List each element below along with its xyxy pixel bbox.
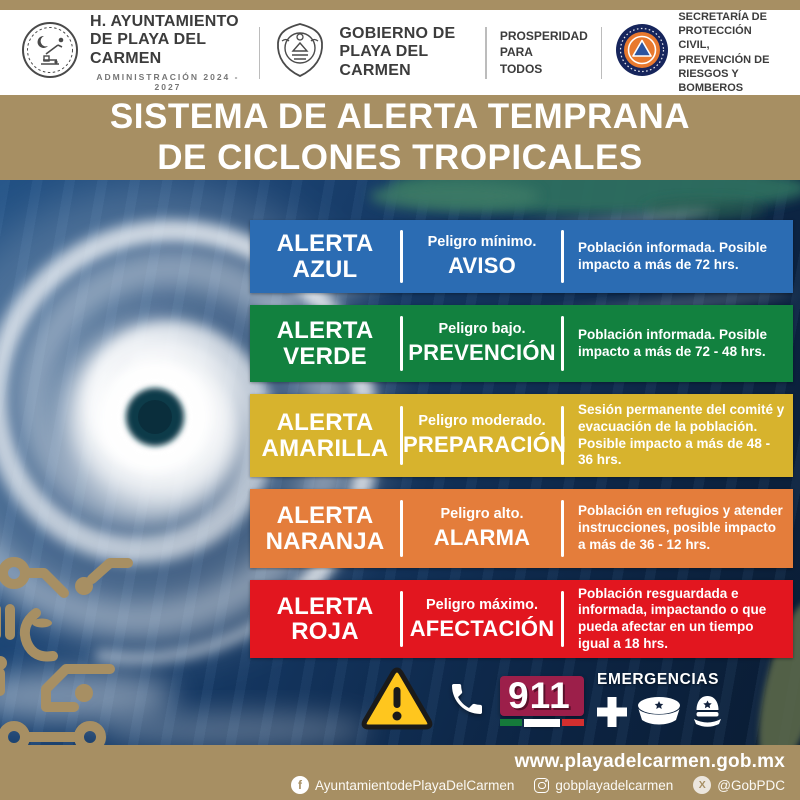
facebook-icon: f (291, 776, 310, 794)
alert-name: ALERTA AZUL (276, 230, 374, 283)
alert-row-verde: ALERTA VERDE Peligro bajo. PREVENCIÓN Po… (250, 305, 793, 382)
alert-description: Población en refugios y atender instrucc… (578, 503, 783, 552)
alert-divider (561, 500, 564, 557)
alert-danger: Peligro bajo. (438, 321, 526, 337)
alert-action: ALARMA (433, 525, 531, 550)
city-crest-icon (273, 21, 327, 84)
alert-divider (400, 590, 403, 648)
website-url[interactable]: www.playadelcarmen.gob.mx (514, 751, 785, 772)
alert-row-naranja: ALERTA NARANJA Peligro alto. ALARMA Pobl… (250, 489, 793, 568)
alert-divider (400, 500, 403, 557)
alert-divider (561, 315, 564, 372)
emergencias-label: EMERGENCIAS (597, 670, 720, 688)
instagram-handle: gobplayadelcarmen (555, 777, 674, 793)
hurricane-illustration (0, 180, 800, 745)
phone-icon (447, 679, 487, 724)
alert-action: PREVENCIÓN (408, 340, 556, 365)
alert-row-roja: ALERTA ROJA Peligro máximo. AFECTACIÓN P… (250, 580, 793, 658)
header-divider (485, 26, 487, 79)
firefighter-helmet-icon (691, 695, 724, 734)
alert-name: ALERTA ROJA (276, 592, 374, 645)
motto-text: PROSPERIDAD PARA TODOS (499, 29, 588, 76)
alert-row-amarilla: ALERTA AMARILLA Peligro moderado. PREPAR… (250, 394, 793, 477)
alert-divider (400, 230, 403, 283)
alert-description: Población informada. Posible impacto a m… (578, 239, 768, 272)
header-divider (258, 26, 261, 79)
alert-danger: Peligro mínimo. (427, 234, 537, 250)
alert-description: Sesión permanente del comité y evacuació… (578, 402, 785, 468)
civil-protection-group: SECRETARÍA DE PROTECCIÓN CIVIL, PREVENCI… (615, 10, 780, 96)
police-cap-icon (636, 696, 682, 732)
alert-row-azul: ALERTA AZUL Peligro mínimo. AVISO Poblac… (250, 220, 793, 293)
alert-action: PREPARACIÓN (403, 432, 567, 457)
warning-triangle-icon (360, 665, 434, 738)
alert-divider (561, 590, 564, 648)
instagram-icon (534, 777, 550, 793)
page-title: SISTEMA DE ALERTA TEMPRANA DE CICLONES T… (109, 97, 691, 177)
alert-danger: Peligro máximo. (425, 596, 538, 613)
government-name: GOBIERNO DE PLAYA DEL CARMEN (339, 24, 456, 79)
header-band: H. AYUNTAMIENTO DE PLAYA DEL CARMEN ADMI… (0, 10, 800, 95)
facebook-link[interactable]: f AyuntamientodePlayaDelCarmen (291, 776, 514, 794)
emergency-number: 911 (508, 674, 571, 716)
municipal-seal-icon (20, 20, 80, 85)
alert-divider (400, 315, 403, 372)
mexican-flag-stripe (500, 718, 584, 727)
alert-divider (400, 405, 403, 466)
x-link[interactable]: X @GobPDC (693, 776, 785, 794)
government-logo-group: GOBIERNO DE PLAYA DEL CARMEN (273, 21, 472, 84)
title-band: SISTEMA DE ALERTA TEMPRANA DE CICLONES T… (0, 95, 800, 180)
alert-divider (561, 230, 564, 283)
x-handle: @GobPDC (717, 777, 785, 793)
emergency-strip: 911 EMERGENCIAS (360, 666, 724, 736)
footer-band: www.playadelcarmen.gob.mx f Ayuntamiento… (0, 745, 800, 800)
alert-danger: Peligro alto. (440, 506, 524, 522)
emergency-number-badge: 911 (500, 674, 584, 727)
plus-icon (597, 696, 627, 732)
alert-name: ALERTA AMARILLA (261, 409, 389, 462)
alert-divider (561, 405, 564, 466)
alert-description: Población informada. Posible impacto a m… (578, 326, 768, 359)
alert-name: ALERTA NARANJA (265, 502, 385, 555)
header-divider (600, 26, 603, 79)
municipality-logo-group: H. AYUNTAMIENTO DE PLAYA DEL CARMEN ADMI… (20, 13, 246, 92)
alert-description: Población resguardada e informada, impac… (578, 585, 767, 651)
facebook-handle: AyuntamientodePlayaDelCarmen (315, 777, 515, 793)
civil-protection-logo-icon (615, 23, 669, 82)
instagram-link[interactable]: gobplayadelcarmen (534, 777, 674, 793)
alerts-list: ALERTA AZUL Peligro mínimo. AVISO Poblac… (250, 220, 793, 658)
alert-action: AVISO (448, 253, 516, 278)
hurricane-background: ALERTA AZUL Peligro mínimo. AVISO Poblac… (0, 180, 800, 745)
alert-action: AFECTACIÓN (409, 615, 555, 641)
social-row: f AyuntamientodePlayaDelCarmen gobplayad… (291, 776, 785, 794)
x-icon: X (693, 776, 712, 794)
alert-name: ALERTA VERDE (276, 317, 374, 370)
administration-period: ADMINISTRACIÓN 2024 - 2027 (96, 72, 240, 93)
municipality-name: H. AYUNTAMIENTO DE PLAYA DEL CARMEN (90, 12, 239, 67)
alert-danger: Peligro moderado. (418, 413, 546, 429)
secretariat-name: SECRETARÍA DE PROTECCIÓN CIVIL, PREVENCI… (678, 10, 770, 95)
circuit-decoration (0, 557, 133, 745)
